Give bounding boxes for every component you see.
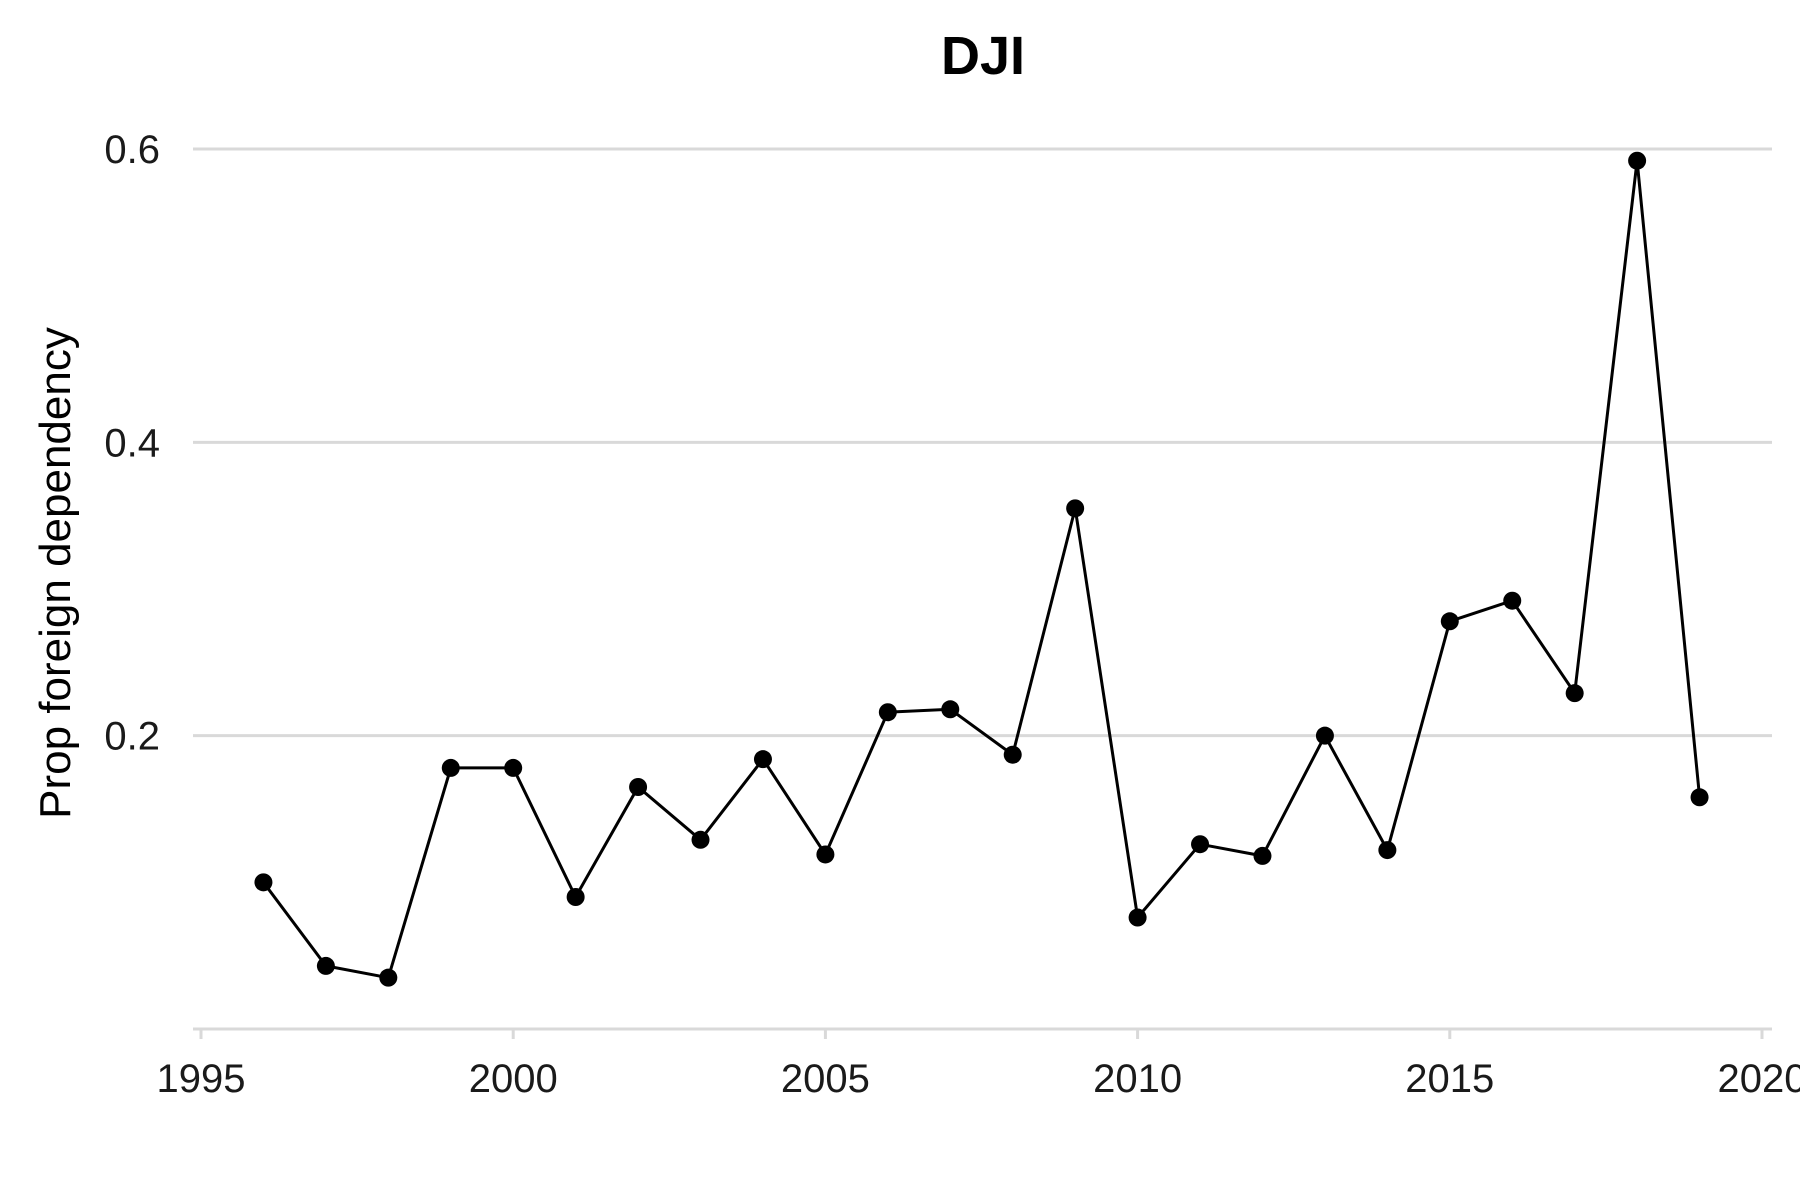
y-tick-label: 0.6 (104, 128, 160, 172)
data-point (629, 778, 648, 796)
data-point (753, 750, 772, 769)
data-point (1503, 591, 1522, 610)
x-tick-label: 2000 (469, 1057, 558, 1101)
data-point (1066, 499, 1085, 518)
x-tick-label: 2015 (1405, 1057, 1494, 1101)
data-point (316, 956, 335, 975)
data-point (941, 700, 960, 719)
data-point (1253, 846, 1272, 865)
chart-title: DJI (941, 26, 1025, 86)
x-tick-label: 2010 (1093, 1057, 1182, 1101)
data-point (1378, 841, 1397, 860)
data-point (1003, 745, 1022, 764)
x-tick-label: 2005 (781, 1057, 870, 1101)
series-line (262, 160, 1702, 980)
y-tick-label: 0.4 (104, 421, 160, 465)
data-point (1690, 788, 1709, 807)
data-point (1440, 612, 1459, 631)
data-point (566, 888, 585, 906)
data-point (1191, 835, 1210, 854)
data-point (1565, 684, 1584, 703)
y-tick-label: 0.2 (104, 715, 160, 759)
data-point (1315, 726, 1334, 745)
data-point (379, 968, 398, 987)
data-point (1128, 908, 1147, 927)
x-tick-label: 2020 (1718, 1057, 1800, 1101)
data-point (878, 703, 897, 722)
x-axis: 1995 2000 2005 2010 2015 2020 (157, 1027, 1800, 1101)
grid-layer (193, 147, 1772, 738)
y-axis-ticks: 0.2 0.4 0.6 (104, 128, 160, 759)
y-axis-label: Prop foreign dependency (31, 327, 80, 819)
data-point (1628, 151, 1647, 170)
points-layer (254, 151, 1709, 987)
x-tick-label: 1995 (157, 1057, 246, 1101)
data-point (441, 758, 460, 777)
data-point (504, 758, 523, 777)
data-point (691, 830, 710, 849)
data-point (816, 845, 835, 864)
series-layer (262, 160, 1702, 980)
data-point (254, 873, 273, 892)
